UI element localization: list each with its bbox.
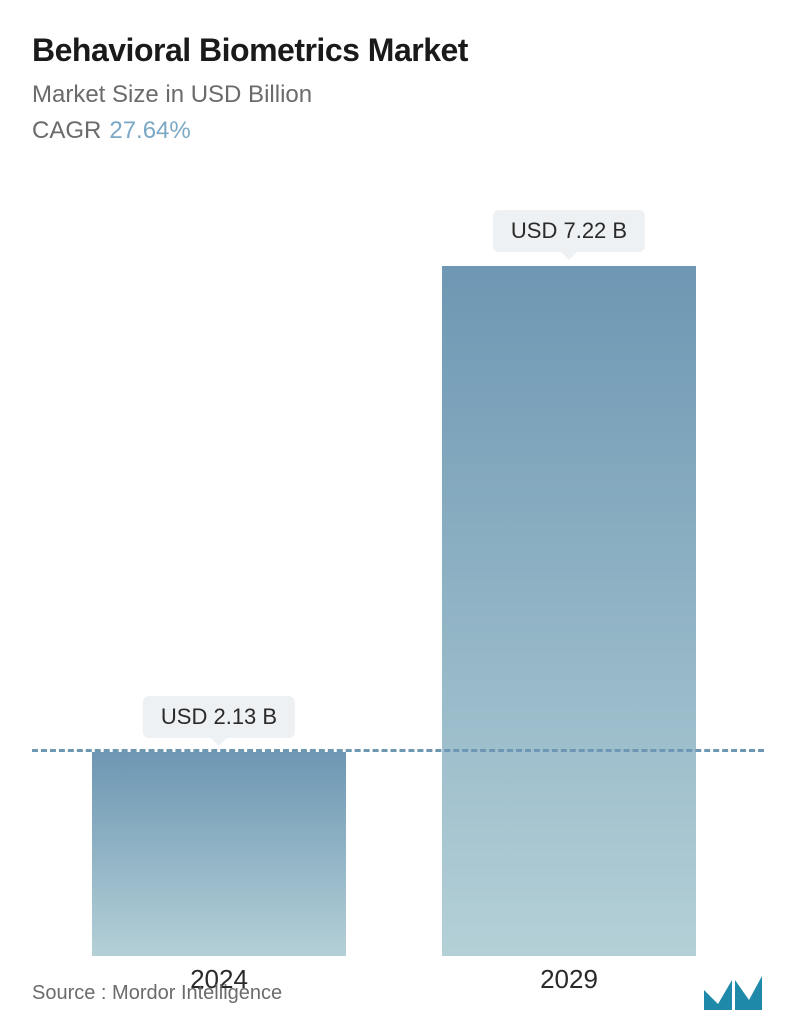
bar-2029: USD 7.22 B bbox=[442, 266, 696, 956]
cagr-value: 27.64% bbox=[109, 117, 190, 144]
value-badge-2029: USD 7.22 B bbox=[493, 210, 645, 252]
bar-fill bbox=[92, 752, 346, 956]
chart-container: Behavioral Biometrics Market Market Size… bbox=[0, 0, 796, 1034]
bar-fill bbox=[442, 266, 696, 956]
mordor-logo-icon bbox=[702, 972, 764, 1014]
chart-title: Behavioral Biometrics Market bbox=[32, 32, 764, 69]
cagr-label: CAGR bbox=[32, 117, 101, 144]
bar-2024: USD 2.13 B bbox=[92, 752, 346, 956]
value-badge-2024: USD 2.13 B bbox=[143, 696, 295, 738]
bars-wrap: USD 2.13 B USD 7.22 B bbox=[32, 266, 764, 956]
source-attribution: Source : Mordor Intelligence bbox=[32, 982, 282, 1005]
chart-footer: Source : Mordor Intelligence bbox=[32, 972, 764, 1014]
cagr-line: CAGR 27.64% bbox=[32, 117, 764, 145]
chart-subtitle: Market Size in USD Billion bbox=[32, 81, 764, 109]
chart-area: USD 2.13 BUSD 7.22 B 20242029 bbox=[32, 155, 764, 1034]
reference-line bbox=[32, 749, 764, 752]
